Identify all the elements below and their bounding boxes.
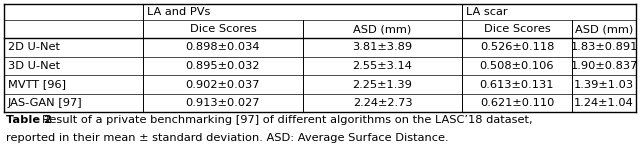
Text: 3D U-Net: 3D U-Net xyxy=(8,61,60,71)
Text: LA scar: LA scar xyxy=(466,7,508,17)
Text: 0.913±0.027: 0.913±0.027 xyxy=(186,98,260,108)
Text: 1.24±1.04: 1.24±1.04 xyxy=(574,98,634,108)
Text: 2.25±1.39: 2.25±1.39 xyxy=(353,80,412,90)
Text: 0.613±0.131: 0.613±0.131 xyxy=(480,80,554,90)
Text: 0.508±0.106: 0.508±0.106 xyxy=(480,61,554,71)
Text: 2.24±2.73: 2.24±2.73 xyxy=(353,98,412,108)
Text: LA and PVs: LA and PVs xyxy=(147,7,211,17)
Text: reported in their mean ± standard deviation. ASD: Average Surface Distance.: reported in their mean ± standard deviat… xyxy=(6,133,449,143)
Text: 0.902±0.037: 0.902±0.037 xyxy=(186,80,260,90)
Text: ASD (mm): ASD (mm) xyxy=(353,24,412,34)
Text: 2.55±3.14: 2.55±3.14 xyxy=(353,61,412,71)
Text: Dice Scores: Dice Scores xyxy=(189,24,257,34)
Text: Result of a private benchmarking [97] of different algorithms on the LASC’18 dat: Result of a private benchmarking [97] of… xyxy=(42,115,532,125)
Text: MVTT [96]: MVTT [96] xyxy=(8,80,66,90)
Text: 1.39±1.03: 1.39±1.03 xyxy=(574,80,634,90)
Text: ASD (mm): ASD (mm) xyxy=(575,24,633,34)
Text: 1.83±0.891: 1.83±0.891 xyxy=(570,43,637,52)
Text: 0.895±0.032: 0.895±0.032 xyxy=(186,61,260,71)
Text: 0.898±0.034: 0.898±0.034 xyxy=(186,43,260,52)
Text: 0.621±0.110: 0.621±0.110 xyxy=(480,98,554,108)
Text: 3.81±3.89: 3.81±3.89 xyxy=(353,43,413,52)
Text: Table 2: Table 2 xyxy=(6,115,52,125)
Text: 1.90±0.837: 1.90±0.837 xyxy=(570,61,637,71)
Text: 2D U-Net: 2D U-Net xyxy=(8,43,60,52)
Text: JAS-GAN [97]: JAS-GAN [97] xyxy=(8,98,83,108)
Text: 0.526±0.118: 0.526±0.118 xyxy=(480,43,554,52)
Text: Dice Scores: Dice Scores xyxy=(484,24,550,34)
